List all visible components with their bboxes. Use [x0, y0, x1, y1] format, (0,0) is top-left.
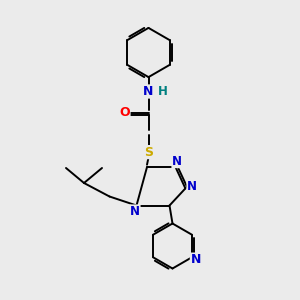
Text: N: N [143, 85, 154, 98]
Text: N: N [190, 253, 201, 266]
Text: N: N [187, 180, 197, 194]
Text: N: N [172, 154, 182, 168]
Text: S: S [144, 146, 153, 159]
Text: O: O [119, 106, 130, 119]
Text: H: H [158, 85, 168, 98]
Text: N: N [130, 205, 140, 218]
